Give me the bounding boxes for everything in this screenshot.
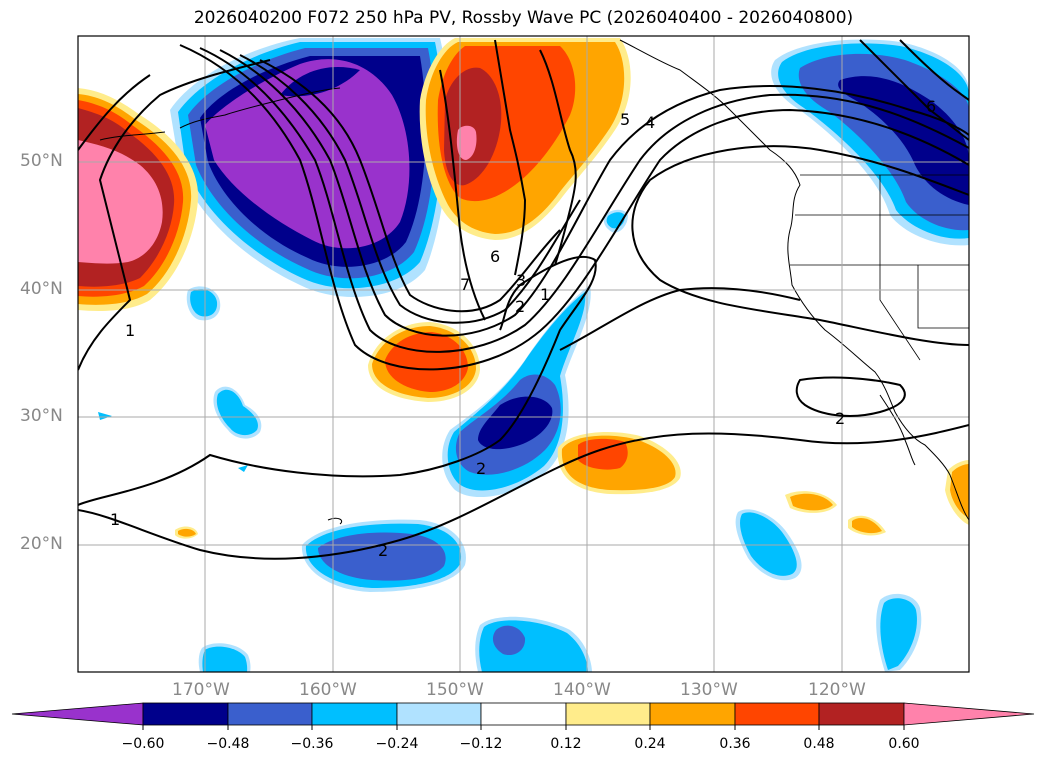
lon-label: 170°W (172, 680, 230, 700)
shading-negative-small-patches (98, 209, 922, 672)
colorbar-tick-label: 0.36 (719, 736, 751, 752)
contour-label: 5 (620, 110, 630, 129)
contour-label: 2 (835, 409, 845, 428)
shading-positive-trough-base (368, 322, 480, 402)
colorbar-tick-label: −0.24 (375, 736, 419, 752)
shading-negative-northeast (771, 39, 969, 246)
contour-label: 1 (110, 510, 120, 529)
contour-label: 2 (476, 459, 486, 478)
contour-label: 1 (540, 285, 550, 304)
colorbar-tick-label: 0.24 (634, 736, 666, 752)
shading-positive-small-patches (175, 460, 969, 539)
lat-label: 20°N (20, 534, 63, 554)
colorbar-bin (396, 702, 482, 726)
contour-label: 7 (460, 275, 470, 294)
lon-label: 160°W (299, 680, 357, 700)
colorbar-tick-label: 0.48 (803, 736, 835, 752)
contour-label: 2 (378, 541, 388, 560)
colorbar-tick-label: −0.48 (206, 736, 250, 752)
colorbar-bin (311, 702, 398, 726)
colorbar-extend-high (903, 702, 1035, 726)
lon-label: 120°W (808, 680, 866, 700)
colorbar-bin (227, 702, 313, 726)
lon-label: 140°W (553, 680, 611, 700)
pv-contours (78, 39, 969, 560)
colorbar-bin (649, 702, 736, 726)
colorbar (11, 702, 1035, 730)
colorbar-extend-low (11, 702, 144, 726)
shading-positive-west (78, 88, 199, 311)
lat-label: 30°N (20, 406, 63, 426)
contour-label: 1 (125, 321, 135, 340)
colorbar-bin (734, 702, 820, 726)
gridlines (78, 36, 969, 672)
map-title: 2026040200 F072 250 hPa PV, Rossby Wave … (193, 8, 854, 28)
colorbar-bin (565, 702, 651, 726)
contour-label: 4 (645, 113, 655, 132)
shading-negative-main-trough (170, 38, 449, 297)
map-frame (77, 35, 970, 673)
lat-label: 40°N (20, 279, 63, 299)
colorbar-tick-label: −0.12 (459, 736, 503, 752)
colorbar-bin (480, 702, 567, 726)
contour-label: 6 (490, 247, 500, 266)
colorbar-tick-label: 0.12 (550, 736, 582, 752)
colorbar-bin (818, 702, 905, 726)
colorbar-bin (142, 702, 229, 726)
contour-label: 2 (515, 297, 525, 316)
shading-negative-subtropical-streak (442, 285, 591, 498)
contour-label: 6 (926, 97, 936, 116)
contour-label: 3 (516, 271, 526, 290)
contour-labels: 1 1 1 2 2 2 2 3 4 5 6 6 7 (110, 97, 936, 560)
shading-positive-north-central (419, 38, 631, 240)
colorbar-tick-label: −0.60 (121, 736, 165, 752)
colorbar-tick-label: −0.36 (290, 736, 334, 752)
colorbar-tick-label: 0.60 (888, 736, 920, 752)
lon-label: 130°W (680, 680, 738, 700)
political-boundaries (790, 174, 969, 361)
shading-positive-subtropical (557, 432, 681, 495)
lon-label: 150°W (426, 680, 484, 700)
lat-label: 50°N (20, 151, 63, 171)
